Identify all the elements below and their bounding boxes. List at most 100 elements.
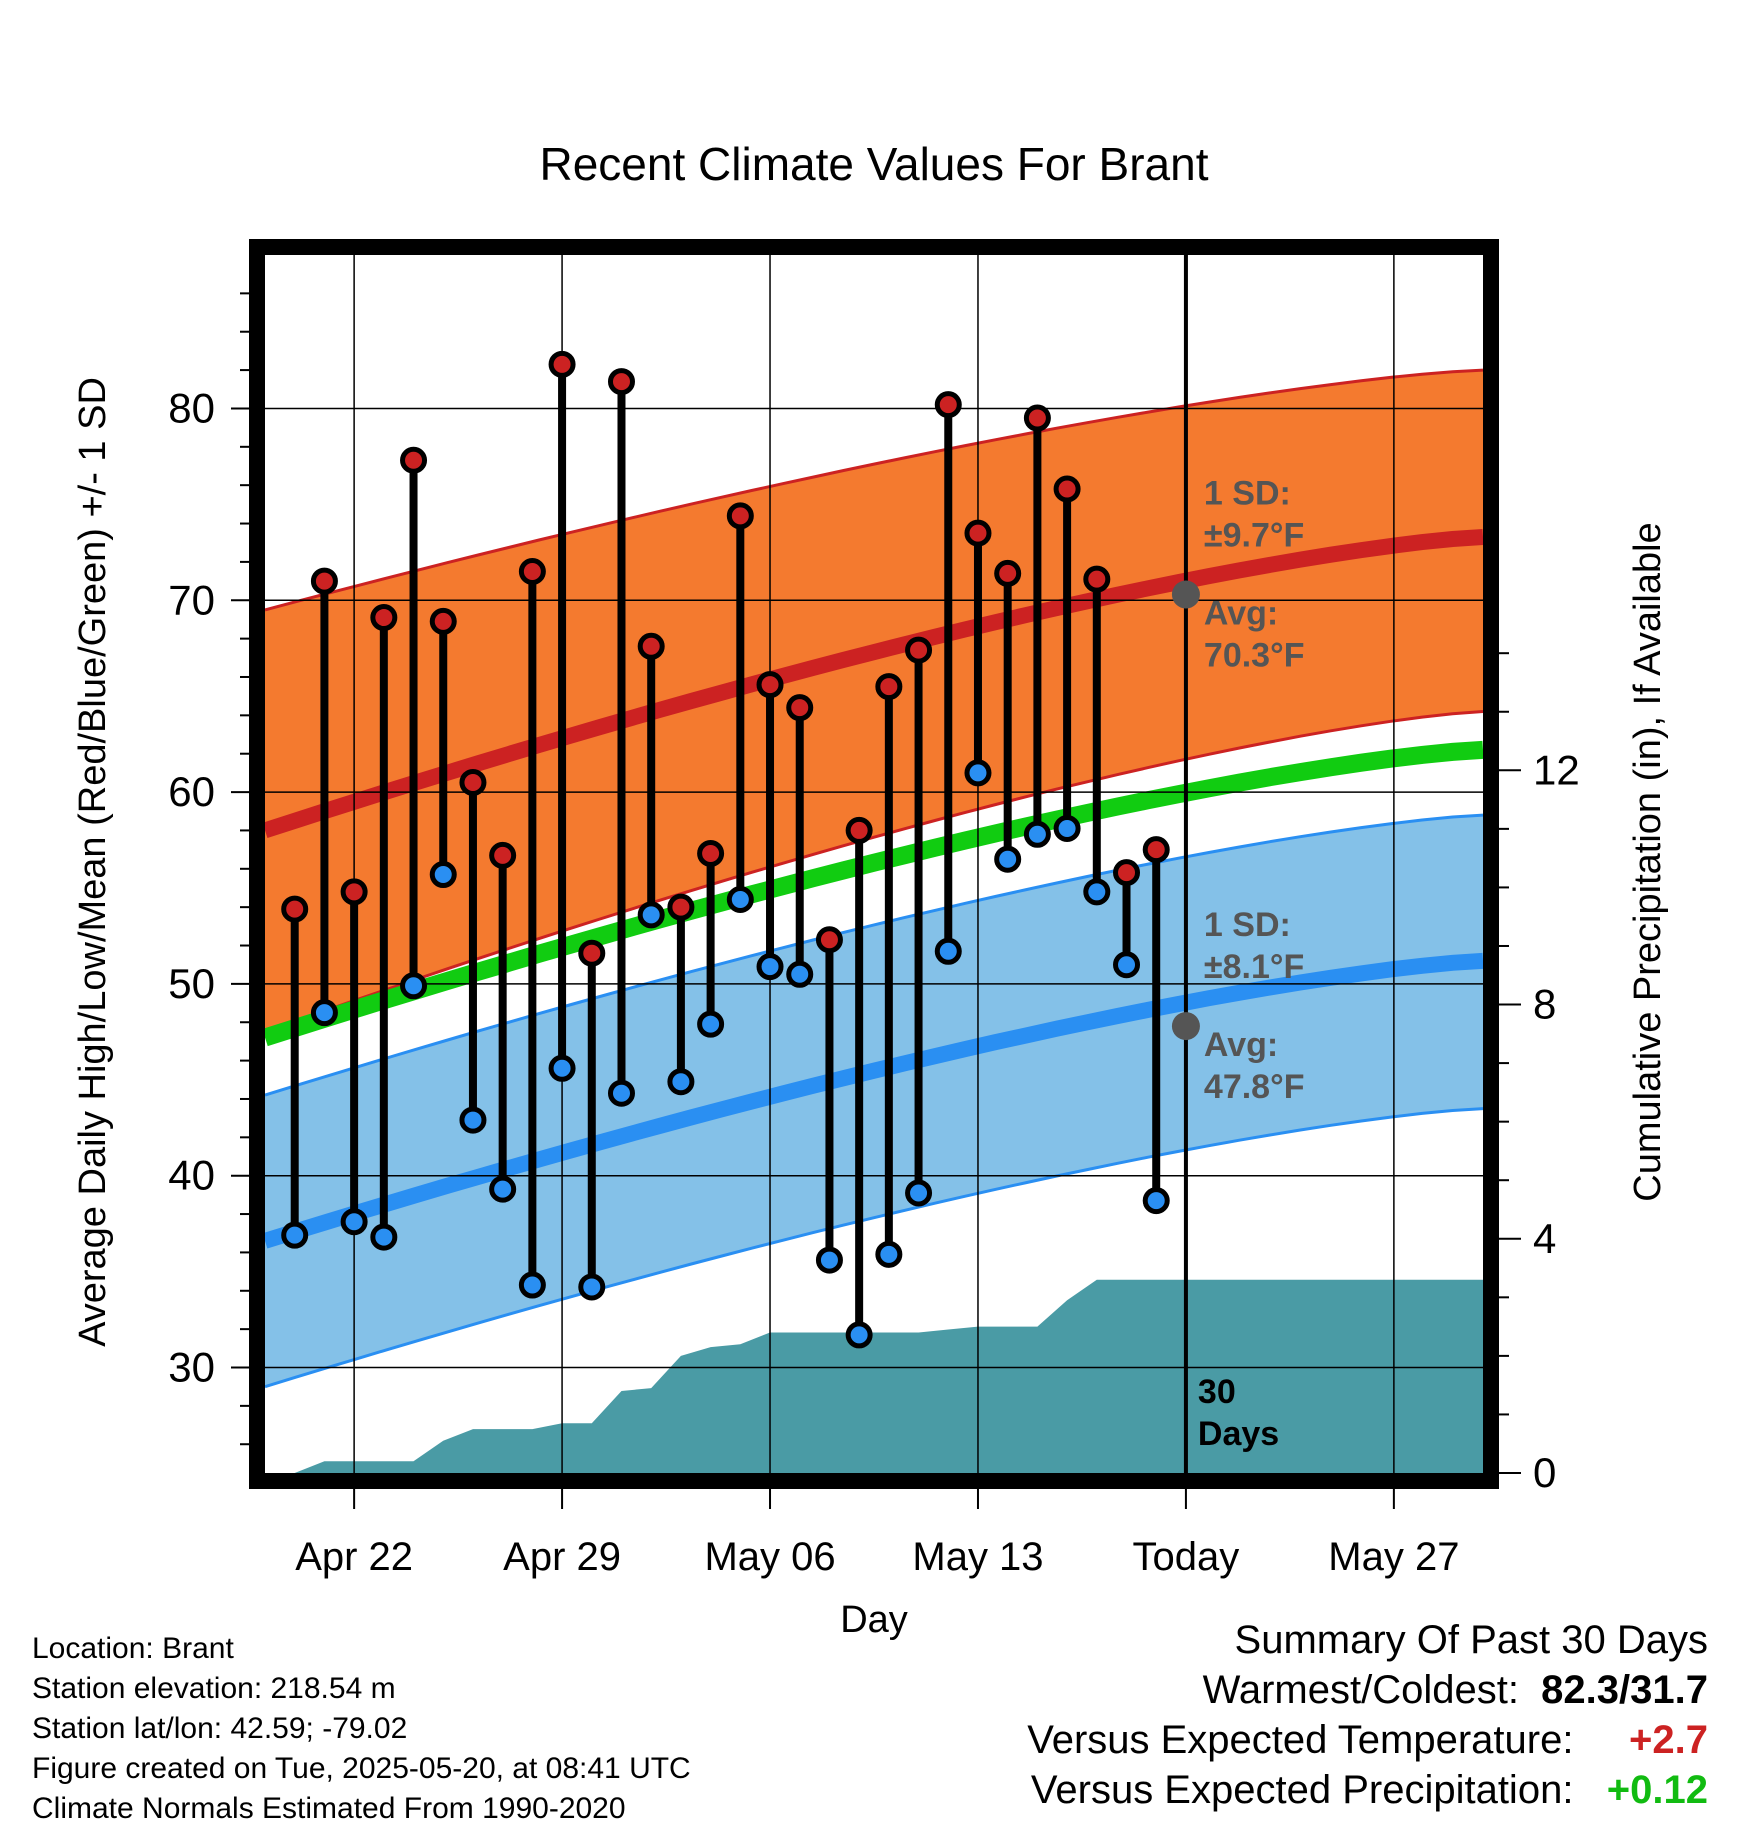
info-latlon: Station lat/lon: 42.59; -79.02 (32, 1712, 408, 1745)
info-normals: Climate Normals Estimated From 1990-2020 (32, 1792, 626, 1825)
daily-low-point (1083, 878, 1111, 906)
normal-low-avg-line (265, 952, 1483, 1249)
normal-high-upper-line (265, 368, 1483, 612)
daily-low-point (934, 937, 962, 965)
low-sd-value: ±8.1°F (1204, 948, 1304, 986)
daily-high-point (607, 368, 635, 396)
daily-high-point (815, 926, 843, 954)
high-sd-value: ±9.7°F (1204, 517, 1304, 555)
summary-temperature: Versus Expected Temperature: +2.7 (1027, 1718, 1708, 1763)
y-axis-label: Average Daily High/Low/Mean (Red/Blue/Gr… (72, 377, 114, 1347)
daily-low-point (1023, 820, 1051, 848)
x-tick-label: May 13 (912, 1535, 1043, 1579)
daily-low-point (310, 999, 338, 1027)
x-tick-label: Apr 29 (503, 1535, 621, 1579)
daily-high-point (429, 607, 457, 635)
precipitation-area (265, 1279, 1483, 1473)
daily-low-point (400, 972, 428, 1000)
x-tick-label: May 06 (704, 1535, 835, 1579)
x-tick-label: May 27 (1328, 1535, 1459, 1579)
low-sd-label: 1 SD: (1204, 906, 1291, 944)
daily-low-point (548, 1054, 576, 1082)
summary-temp-label: Versus Expected Temperature: (1027, 1718, 1574, 1762)
daily-low-point (697, 1010, 725, 1038)
daily-low-point (578, 1273, 606, 1301)
daily-low-point (1113, 951, 1141, 979)
daily-low-point (281, 1221, 309, 1249)
y2-axis-label: Cumulative Precipitation (in), If Availa… (1627, 522, 1669, 1201)
info-elevation: Station elevation: 218.54 m (32, 1672, 396, 1705)
normal-low-lower-line (265, 1107, 1483, 1389)
normal-low-band (265, 815, 1483, 1387)
days-word-label: Days (1198, 1415, 1279, 1453)
today-low-avg-marker (1171, 1012, 1200, 1041)
summary-temp-value: +2.7 (1629, 1718, 1708, 1762)
y2-tick-label: 4 (1533, 1215, 1556, 1262)
daily-low-point (875, 1240, 903, 1268)
daily-high-point (786, 694, 814, 722)
daily-low-point (905, 1179, 933, 1207)
daily-low-point (815, 1246, 843, 1274)
days-count-label: 30 (1198, 1373, 1236, 1411)
plot-frame (249, 239, 1499, 1489)
normal-mean-line (265, 740, 1483, 1047)
daily-high-point (1023, 404, 1051, 432)
low-avg-value: 47.8°F (1204, 1068, 1305, 1106)
daily-low-point (1142, 1187, 1170, 1215)
y-tick-label: 50 (168, 960, 215, 1007)
daily-low-point (370, 1223, 398, 1251)
today-high-avg-marker (1171, 580, 1200, 609)
low-avg-label: Avg: (1204, 1026, 1278, 1064)
daily-high-point (281, 895, 309, 923)
summary-precip-label: Versus Expected Precipitation: (1030, 1768, 1574, 1812)
x-axis-label: Day (840, 1599, 908, 1641)
daily-low-point (637, 901, 665, 929)
daily-low-point (994, 845, 1022, 873)
daily-high-point (548, 350, 576, 378)
axes: 30 40 50 60 70 80 0 4 8 12 Apr 22 Apr 29 May 06 May 1… (168, 239, 1580, 1579)
normal-high-lower-line (265, 710, 1483, 1034)
summary-precipitation: Versus Expected Precipitation: +0.12 (1031, 1768, 1708, 1813)
daily-high-point (1142, 836, 1170, 864)
daily-low-point (726, 885, 754, 913)
summary-precip-value: +0.12 (1606, 1768, 1708, 1812)
daily-high-point (994, 559, 1022, 587)
daily-low-point (756, 953, 784, 981)
daily-high-point (1083, 565, 1111, 593)
y-tick-label: 70 (168, 576, 215, 623)
plot-area: 1 SD: ±9.7°F Avg: 70.3°F 1 SD: ±8.1°F Avg: 47.8… (265, 255, 1483, 1473)
y-tick-label: 40 (168, 1152, 215, 1199)
daily-low-point (607, 1079, 635, 1107)
daily-high-point (667, 893, 695, 921)
daily-high-point (310, 567, 338, 595)
summary-warmest-coldest: Warmest/Coldest: 82.3/31.7 (1203, 1668, 1708, 1713)
y2-tick-label: 12 (1533, 746, 1580, 793)
daily-high-point (637, 632, 665, 660)
y2-tick-label: 0 (1533, 1449, 1556, 1496)
normal-high-band (265, 370, 1483, 1032)
summary-warm-value: 82.3/31.7 (1541, 1668, 1708, 1712)
daily-low-point (667, 1068, 695, 1096)
info-location: Location: Brant (32, 1632, 234, 1665)
daily-high-point (726, 502, 754, 530)
daily-low-point (964, 759, 992, 787)
daily-high-point (1113, 859, 1141, 887)
summary-warm-label: Warmest/Coldest: (1202, 1668, 1519, 1712)
daily-high-point (964, 519, 992, 547)
y-tick-label: 30 (168, 1344, 215, 1391)
daily-low-point (489, 1175, 517, 1203)
daily-low-point (786, 960, 814, 988)
daily-high-point (578, 939, 606, 967)
y-tick-label: 80 (168, 384, 215, 431)
daily-low-point (340, 1208, 368, 1236)
high-avg-label: Avg: (1204, 595, 1278, 633)
daily-high-point (905, 636, 933, 664)
daily-high-point (756, 671, 784, 699)
daily-high-point (845, 816, 873, 844)
daily-low-point (429, 861, 457, 889)
normal-high-avg-line (265, 529, 1483, 839)
x-tick-label: Today (1133, 1535, 1240, 1579)
daily-low-point (518, 1271, 546, 1299)
y2-tick-label: 8 (1533, 981, 1556, 1028)
